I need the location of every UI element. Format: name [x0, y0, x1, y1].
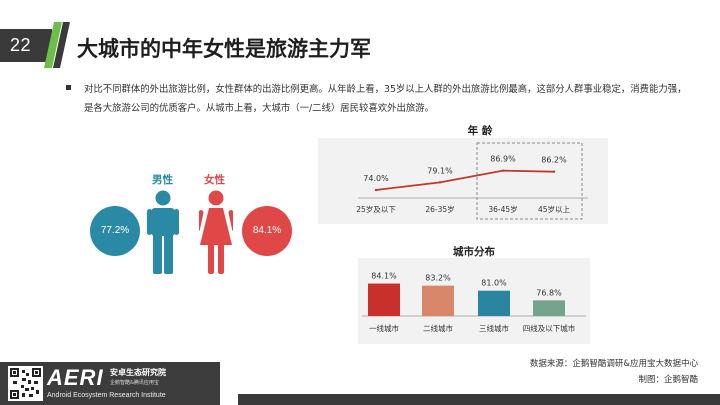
city-data-label: 76.8% — [536, 288, 562, 297]
highlight-box — [476, 142, 583, 220]
data-source-text: 数据来源：企鹅智酷调研&应用宝大数据中心 — [529, 359, 698, 369]
male-label: 男性 — [152, 174, 173, 186]
age-series-line — [375, 169, 555, 191]
org-name-cn: 安卓生态研究院 — [110, 368, 166, 377]
age-point — [552, 170, 556, 173]
city-bar — [533, 300, 565, 316]
age-point — [501, 169, 505, 172]
age-point — [374, 188, 378, 192]
age-chart-panel — [318, 138, 608, 224]
age-tick-label: 36-45岁 — [488, 204, 517, 214]
org-name-en: Android Ecosystem Research Institute — [47, 392, 166, 399]
male-person-icon — [147, 190, 179, 274]
age-data-label: 74.0% — [363, 174, 389, 183]
age-tick-label: 26-35岁 — [425, 204, 454, 214]
city-tick-label: 四线及以下城市 — [523, 323, 576, 333]
city-data-label: 83.2% — [425, 274, 451, 283]
aeri-logo: AERI — [47, 365, 104, 390]
made-by-text: 制图：企鹅智酷 — [638, 375, 698, 385]
city-bar — [368, 283, 400, 316]
city-bar — [478, 290, 510, 316]
age-point — [438, 181, 442, 184]
male-percent-circle: 77.2% — [90, 206, 140, 256]
age-tick-label: 45岁以上 — [538, 204, 571, 214]
age-data-label: 79.1% — [427, 166, 453, 175]
age-data-label: 86.2% — [541, 156, 567, 165]
org-subtitle: 企鹅智酷&腾讯应用宝 — [110, 380, 159, 386]
age-chart-title: 年 龄 — [467, 125, 493, 137]
city-tick-label: 二线城市 — [423, 323, 453, 333]
city-bar-chart: 84.1% 一线城市 83.2% 二线城市 81.0% 三线城市 76.8% 四线及以下城市 — [362, 272, 586, 333]
city-data-label: 84.1% — [371, 272, 397, 281]
female-person-icon — [199, 190, 233, 274]
header-slash-icon — [44, 22, 70, 68]
age-data-label: 86.9% — [490, 155, 516, 164]
page-title: 大城市的中年女性是旅游主力军 — [77, 37, 371, 61]
age-tick-label: 25岁及以下 — [356, 204, 396, 214]
city-tick-label: 一线城市 — [369, 323, 399, 333]
female-percent-circle: 84.1% — [242, 206, 292, 256]
intro-paragraph: 对比不同群体的外出旅游比例，女性群体的出游比例更高。从年龄上看，35岁以上人群的… — [84, 84, 687, 114]
female-label: 女性 — [204, 174, 225, 186]
age-line-chart: 74.0% 25岁及以下 79.1% 26-35岁 86.9% 36-45岁 86.2% 45… — [356, 142, 588, 220]
city-bar — [422, 285, 454, 316]
page-number: 22 — [10, 35, 32, 55]
footer-bar — [238, 394, 720, 405]
city-data-label: 81.0% — [481, 279, 507, 288]
qr-code-icon — [8, 366, 43, 401]
city-chart-title: 城市分布 — [453, 246, 495, 258]
page-number-box — [0, 29, 52, 62]
city-tick-label: 三线城市 — [479, 323, 509, 333]
bullet-icon — [66, 85, 71, 90]
